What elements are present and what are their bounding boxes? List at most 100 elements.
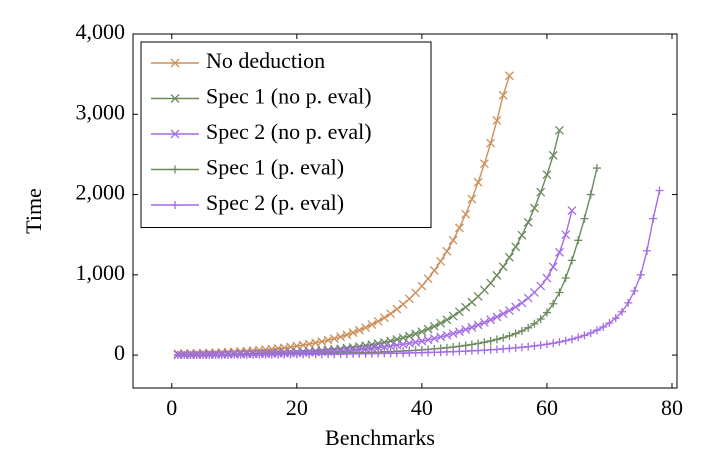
marker — [580, 331, 589, 340]
marker — [655, 186, 664, 195]
marker — [486, 315, 496, 325]
marker — [561, 336, 570, 345]
marker — [373, 316, 383, 326]
marker — [649, 214, 658, 223]
marker — [642, 246, 651, 255]
marker — [171, 201, 179, 209]
legend-box — [140, 41, 432, 228]
x-tick-label: 80 — [661, 395, 683, 420]
marker — [448, 311, 458, 321]
y-tick-label: 1,000 — [76, 260, 126, 285]
marker — [429, 266, 439, 275]
marker — [504, 71, 514, 81]
marker — [386, 309, 396, 319]
marker — [498, 90, 508, 100]
plot-frame — [132, 33, 678, 389]
marker — [436, 318, 446, 328]
marker — [555, 338, 564, 347]
marker — [411, 329, 421, 339]
marker — [367, 320, 377, 330]
marker — [461, 302, 471, 312]
marker — [630, 286, 639, 295]
marker — [479, 159, 489, 169]
marker — [492, 270, 502, 280]
marker — [567, 256, 576, 265]
marker — [417, 327, 427, 337]
marker — [524, 323, 533, 332]
marker — [492, 115, 502, 125]
marker — [454, 327, 464, 337]
marker — [548, 262, 558, 272]
x-tick-label: 40 — [411, 395, 433, 420]
legend-label: Spec 2 (no p. eval) — [206, 119, 372, 144]
legend-label: Spec 1 (p. eval) — [206, 155, 344, 180]
marker — [561, 230, 571, 240]
marker — [542, 340, 551, 349]
marker — [529, 203, 539, 213]
marker — [486, 278, 496, 288]
marker — [542, 273, 552, 283]
marker — [499, 333, 508, 342]
marker — [636, 270, 645, 279]
marker — [504, 252, 514, 262]
y-axis-label: Time — [21, 188, 46, 234]
marker — [605, 318, 614, 327]
marker — [467, 322, 477, 332]
marker — [555, 288, 564, 297]
marker — [592, 164, 601, 173]
y-tick-label: 4,000 — [76, 19, 126, 44]
marker — [467, 194, 477, 204]
marker — [392, 304, 402, 314]
marker — [170, 94, 180, 103]
marker — [442, 246, 452, 256]
y-tick-label: 2,000 — [76, 180, 126, 205]
x-tick-label: 20 — [286, 395, 308, 420]
marker — [580, 214, 589, 223]
x-tick-label: 0 — [166, 395, 177, 420]
marker — [354, 325, 364, 335]
marker — [442, 330, 452, 340]
marker — [486, 336, 495, 345]
marker — [511, 242, 521, 252]
marker — [567, 335, 576, 344]
marker — [461, 325, 471, 335]
marker — [170, 129, 180, 139]
marker — [523, 217, 533, 227]
x-axis-label: Benchmarks — [325, 425, 435, 450]
marker — [536, 187, 546, 197]
marker — [517, 230, 527, 240]
x-tick-label: 60 — [536, 395, 558, 420]
marker — [561, 274, 570, 283]
marker — [567, 206, 577, 216]
marker — [574, 333, 583, 342]
legend-label: Spec 1 (no p. eval) — [206, 84, 372, 109]
marker — [498, 262, 508, 272]
marker — [170, 58, 180, 68]
marker — [530, 319, 539, 328]
legend-label: No deduction — [206, 48, 325, 73]
y-tick-label: 3,000 — [76, 99, 126, 124]
marker — [423, 274, 433, 284]
marker — [342, 330, 352, 340]
marker — [448, 235, 458, 245]
marker — [548, 150, 558, 160]
marker — [473, 177, 483, 187]
marker — [536, 341, 545, 350]
marker — [442, 315, 452, 325]
series-line — [178, 75, 511, 355]
marker — [492, 335, 501, 344]
marker — [336, 332, 346, 342]
marker — [461, 209, 471, 219]
marker — [517, 327, 526, 336]
marker — [574, 236, 583, 245]
marker — [549, 299, 558, 308]
marker — [348, 328, 358, 338]
marker — [611, 314, 620, 323]
marker — [474, 339, 483, 348]
marker — [536, 314, 545, 323]
marker — [586, 329, 595, 338]
marker — [454, 307, 464, 317]
marker — [423, 324, 433, 334]
